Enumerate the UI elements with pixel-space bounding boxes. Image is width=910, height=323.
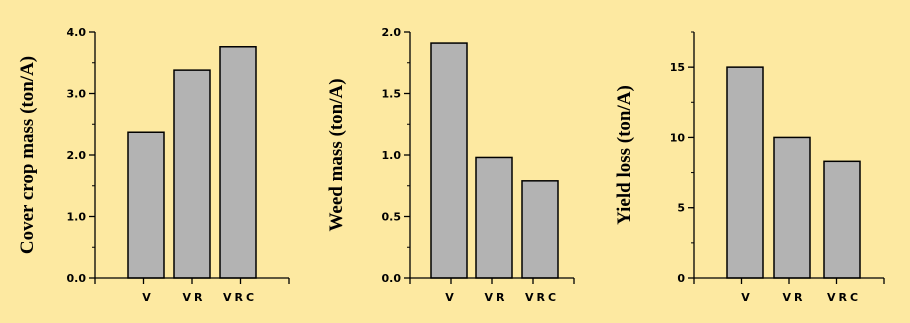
x-category-label: VR (783, 291, 806, 304)
y-tick-label: 2.0 (382, 26, 402, 39)
x-category-label: VR (183, 291, 206, 304)
y-tick-label: 0.5 (382, 211, 402, 224)
bar-v (127, 131, 165, 279)
y-tick-label: 15 (670, 61, 685, 74)
y-tick-label: 1.0 (67, 211, 87, 224)
x-category-label: VRC (525, 291, 559, 304)
x-category-label: VRC (223, 291, 257, 304)
y-tick-label: 3.0 (67, 88, 87, 101)
y-tick-label: 0 (677, 272, 685, 285)
bar-vrc (219, 46, 257, 279)
bar-vr (173, 69, 211, 279)
chart-panel-2: Weed mass (ton/A) 0.0 0.5 1.0 1.5 2.0 V VR VRC (326, 26, 575, 304)
x-category-label: V (741, 291, 753, 304)
y-tick-label: 5 (677, 202, 685, 215)
y-tick-label: 1.0 (382, 149, 402, 162)
y-tick-label: 1.5 (382, 88, 402, 101)
y-axis-label: Cover crop mass (ton/A) (17, 56, 38, 254)
bar-vrc (823, 160, 861, 279)
x-category-label: VRC (827, 291, 861, 304)
bar-vrc (521, 180, 559, 279)
chart-panel-3: Yield loss (ton/A) 0 5 10 15 V VR VRC (614, 31, 885, 304)
y-tick-label: 2.0 (67, 149, 87, 162)
y-axis-label: Yield loss (ton/A) (614, 85, 635, 225)
y-tick-label: 0.0 (67, 272, 87, 285)
bar-vr (773, 136, 811, 279)
x-category-label: V (142, 291, 154, 304)
bar-v (430, 42, 468, 279)
x-category-label: VR (485, 291, 508, 304)
y-axis-label: Weed mass (ton/A) (326, 78, 347, 231)
bar-vr (475, 156, 513, 279)
y-tick-label: 10 (670, 131, 686, 144)
bar-v (726, 66, 764, 279)
y-tick-label: 0.0 (382, 272, 402, 285)
chart-panel-1: Cover crop mass (ton/A) 0.0 1.0 2.0 3.0 4.0 V V… (17, 26, 290, 304)
x-category-label: V (445, 291, 457, 304)
y-tick-label: 4.0 (67, 26, 87, 39)
